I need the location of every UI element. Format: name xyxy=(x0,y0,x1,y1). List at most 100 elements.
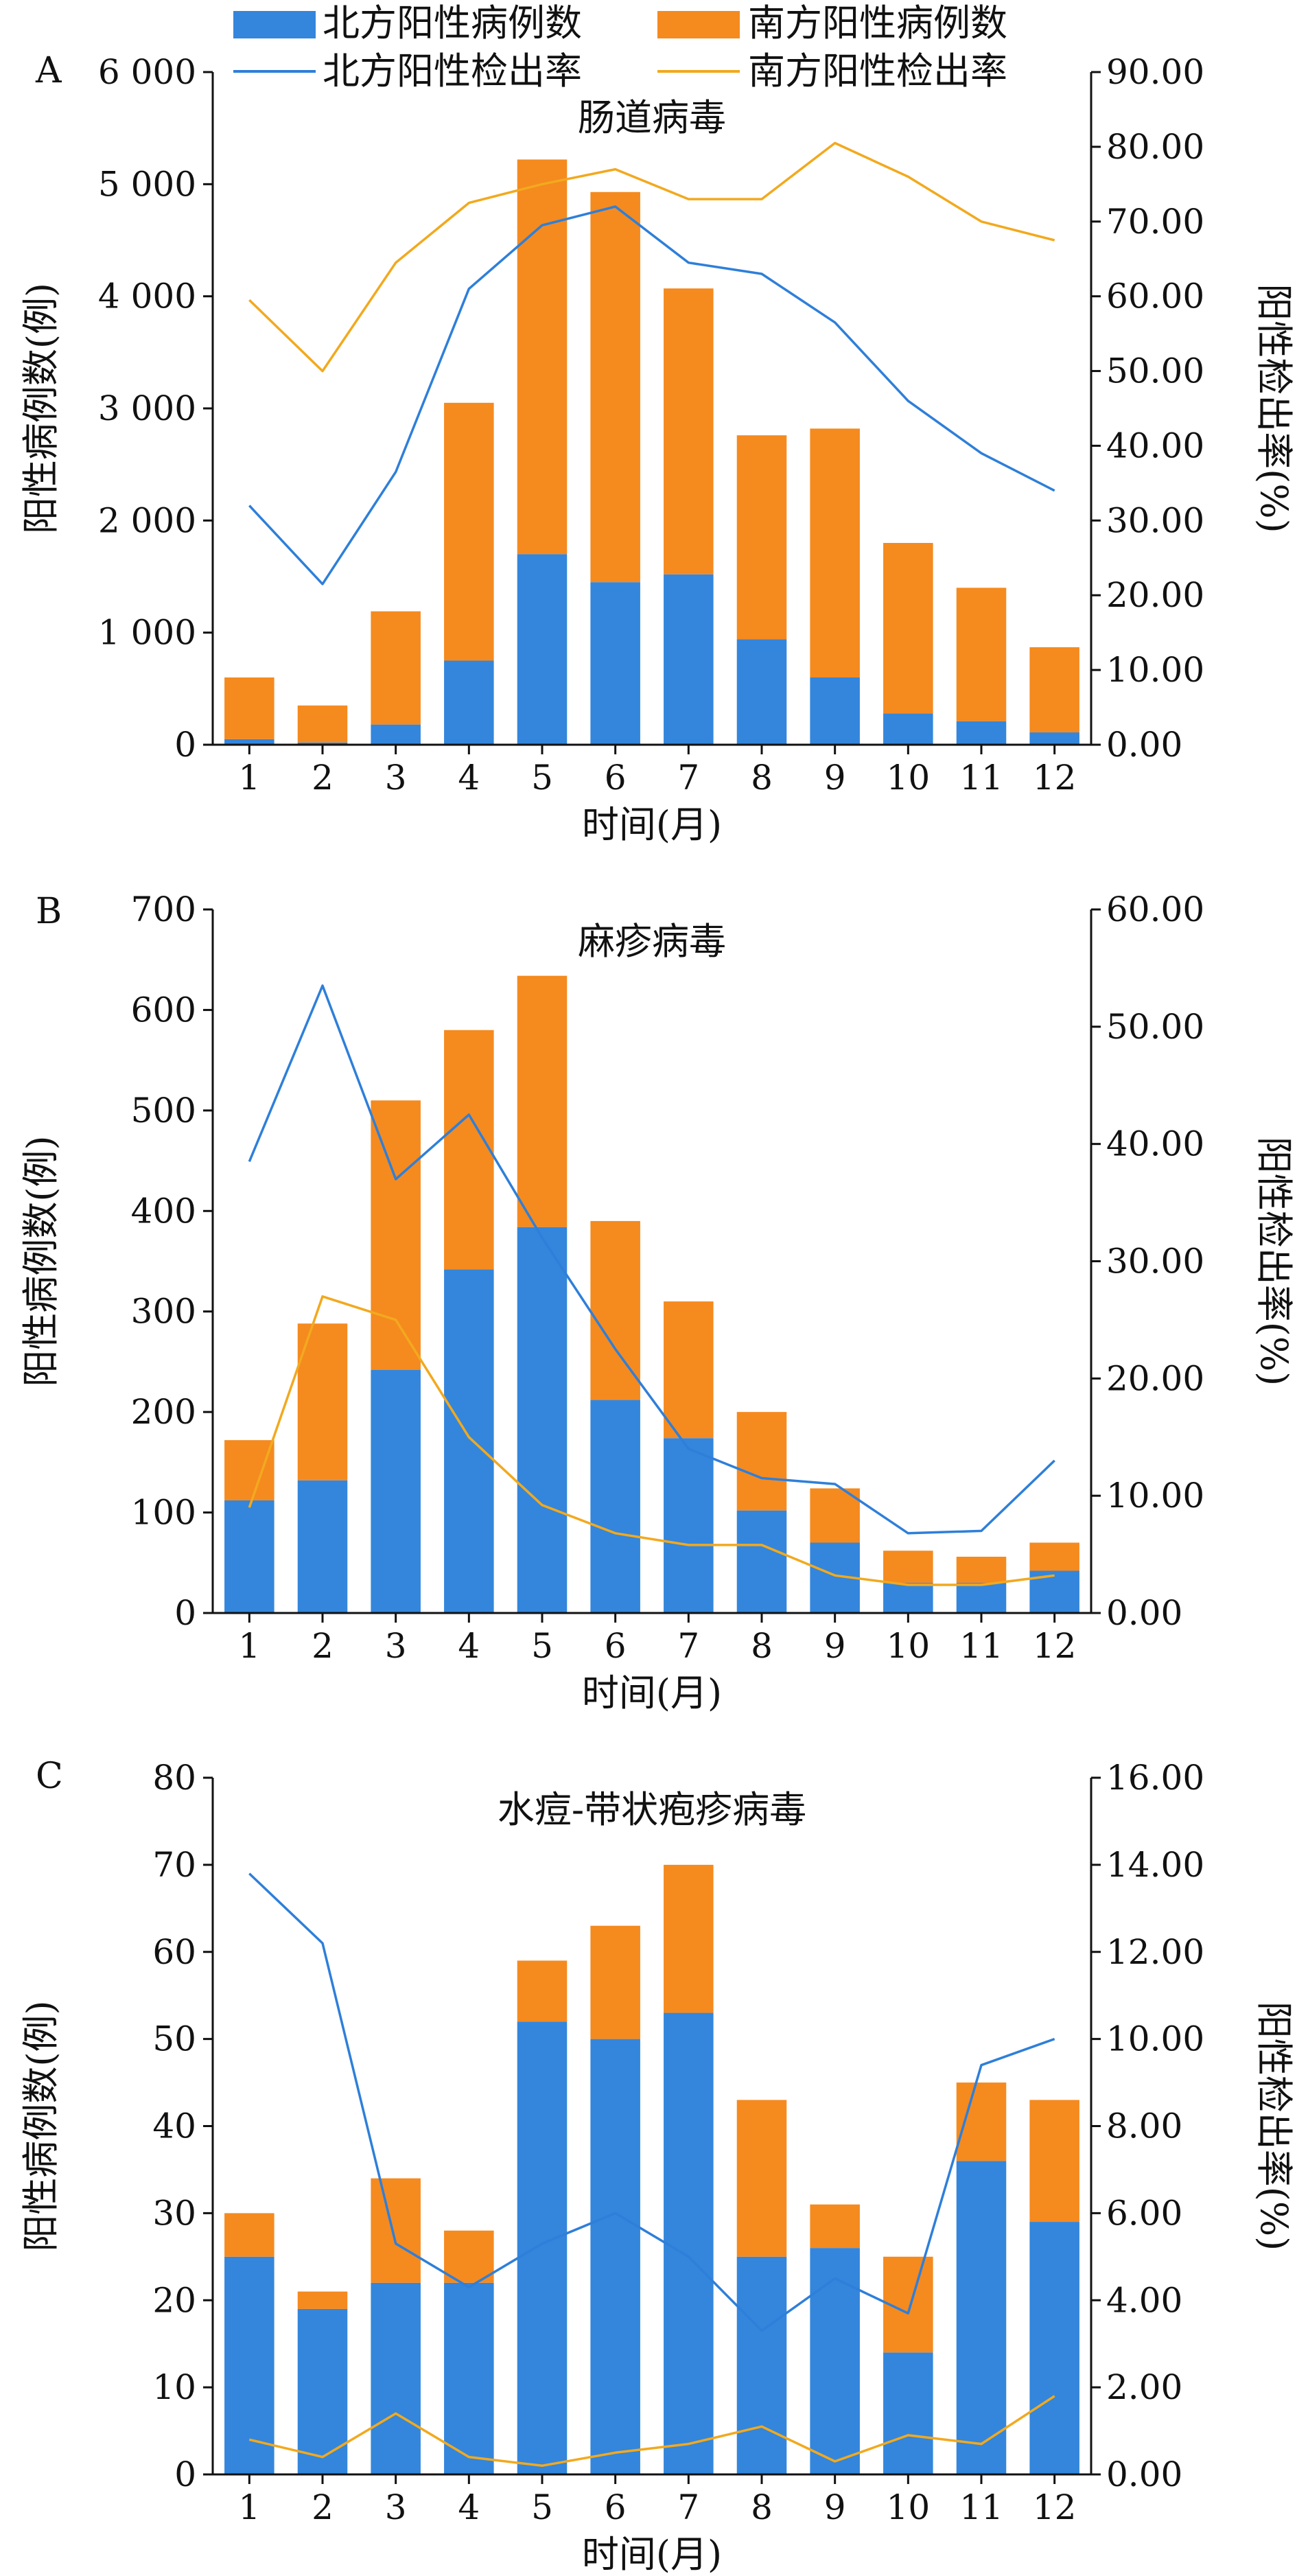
north-bar xyxy=(1029,2222,1079,2474)
south-bar xyxy=(517,159,568,555)
south-bar xyxy=(297,705,348,743)
right-tick-label: 4.00 xyxy=(1106,2280,1182,2320)
south-bar xyxy=(517,1960,568,2022)
right-tick-label: 50.00 xyxy=(1106,351,1204,391)
panel-b-measles-chart: B 0 100 200 300 400 500 600 700 0.00 10.00 20.00 30.… xyxy=(19,890,1296,1715)
north-bar xyxy=(517,1227,568,1613)
left-tick-label: 30 xyxy=(152,2193,196,2233)
x-tick-label: 8 xyxy=(751,758,773,798)
north-bar xyxy=(883,713,933,745)
left-tick-label: 0 xyxy=(174,1593,196,1633)
left-tick-label: 100 xyxy=(131,1493,196,1533)
right-tick-label: 12.00 xyxy=(1106,1932,1204,1972)
south-bar xyxy=(736,435,787,640)
x-tick-label: 7 xyxy=(677,758,699,798)
right-tick-label: 20.00 xyxy=(1106,1358,1204,1398)
north-bar xyxy=(297,1480,348,1613)
north-bar xyxy=(810,677,860,745)
legend-north-cases-swatch xyxy=(233,11,316,38)
x-tick-label: 4 xyxy=(458,1626,480,1666)
right-tick-label: 90.00 xyxy=(1106,52,1204,92)
x-tick-label: 8 xyxy=(751,1626,773,1666)
south-bar xyxy=(810,428,860,677)
south-bar xyxy=(664,288,714,575)
south-bar xyxy=(444,2230,494,2283)
chart-title: 麻疹病毒 xyxy=(578,920,726,963)
x-tick-label: 10 xyxy=(887,1626,931,1666)
x-tick-label: 11 xyxy=(959,1626,1003,1666)
y-axis-label-left: 阳性病例数(例) xyxy=(19,283,62,534)
north-rate-line xyxy=(248,984,1055,1535)
south-bar xyxy=(664,1301,714,1439)
right-tick-label: 30.00 xyxy=(1106,1242,1204,1281)
x-tick-label: 12 xyxy=(1033,2487,1077,2527)
left-tick-label: 300 xyxy=(131,1292,196,1332)
left-tick-label: 60 xyxy=(152,1932,196,1972)
north-bar xyxy=(371,1369,421,1613)
right-tick-label: 8.00 xyxy=(1106,2107,1182,2146)
south-bar xyxy=(810,1488,860,1543)
north-bar xyxy=(224,2256,274,2474)
x-tick-label: 4 xyxy=(458,758,480,798)
right-tick-label: 80.00 xyxy=(1106,127,1204,167)
y-axis-label-right: 阳性检出率(%) xyxy=(1252,1137,1296,1386)
x-tick-label: 8 xyxy=(751,2487,773,2527)
south-bar xyxy=(590,1925,640,2039)
north-bar xyxy=(736,639,787,745)
south-bar xyxy=(1029,2100,1079,2223)
x-tick-label: 11 xyxy=(959,758,1003,798)
x-tick-label: 3 xyxy=(385,2487,407,2527)
south-bar xyxy=(371,611,421,725)
left-tick-label: 6 000 xyxy=(98,52,196,92)
north-bar xyxy=(224,1500,274,1613)
x-tick-label: 4 xyxy=(458,2487,480,2527)
x-tick-label: 3 xyxy=(385,758,407,798)
north-bar xyxy=(371,724,421,745)
north-bar xyxy=(810,2248,860,2474)
right-tick-label: 2.00 xyxy=(1106,2367,1182,2407)
south-bar xyxy=(590,192,640,583)
south-bar xyxy=(956,1557,1007,1583)
right-tick-label: 30.00 xyxy=(1106,500,1204,540)
x-tick-label: 1 xyxy=(238,758,260,798)
south-bar xyxy=(956,588,1007,721)
north-bar xyxy=(664,574,714,745)
left-tick-label: 2 000 xyxy=(98,500,196,540)
x-tick-label: 2 xyxy=(312,1626,334,1666)
x-tick-label: 6 xyxy=(605,758,627,798)
left-tick-label: 10 xyxy=(152,2367,196,2407)
left-tick-label: 5 000 xyxy=(98,164,196,204)
legend-north-cases-label: 北方阳性病例数 xyxy=(323,1,582,45)
x-tick-label: 2 xyxy=(312,758,334,798)
right-tick-label: 16.00 xyxy=(1106,1758,1204,1798)
south-bar xyxy=(224,1440,274,1500)
north-bar xyxy=(297,742,348,745)
south-bar xyxy=(736,2100,787,2257)
left-tick-label: 500 xyxy=(131,1091,196,1130)
right-tick-label: 60.00 xyxy=(1106,277,1204,316)
south-rate-line xyxy=(248,1295,1055,1586)
panel-letter: A xyxy=(35,50,62,91)
left-tick-label: 200 xyxy=(131,1392,196,1432)
north-bar xyxy=(297,2308,348,2474)
north-bar xyxy=(736,1510,787,1613)
y-axis-label-left: 阳性病例数(例) xyxy=(19,2000,62,2251)
left-tick-label: 400 xyxy=(131,1191,196,1231)
x-tick-label: 1 xyxy=(238,2487,260,2527)
left-tick-label: 0 xyxy=(174,725,196,765)
left-tick-label: 4 000 xyxy=(98,277,196,316)
x-axis-label: 时间(月) xyxy=(582,1671,722,1715)
legend: 北方阳性病例数 南方阳性病例数 北方阳性检出率 南方阳性检出率 xyxy=(233,1,1007,93)
south-bar xyxy=(664,1864,714,2013)
north-bar xyxy=(883,2352,933,2474)
panel-a-enterovirus-chart: A 0 1 000 2 000 3 000 4 000 5 000 6 000 0.00 10.0… xyxy=(19,50,1296,846)
south-bar xyxy=(371,2178,421,2283)
x-tick-label: 12 xyxy=(1033,1626,1077,1666)
right-tick-label: 14.00 xyxy=(1106,1845,1204,1885)
left-tick-label: 0 xyxy=(174,2455,196,2494)
y-axis-label-left: 阳性病例数(例) xyxy=(19,1135,62,1386)
left-tick-label: 3 000 xyxy=(98,388,196,428)
right-tick-label: 40.00 xyxy=(1106,1124,1204,1164)
north-rate-line xyxy=(248,1872,1055,2332)
